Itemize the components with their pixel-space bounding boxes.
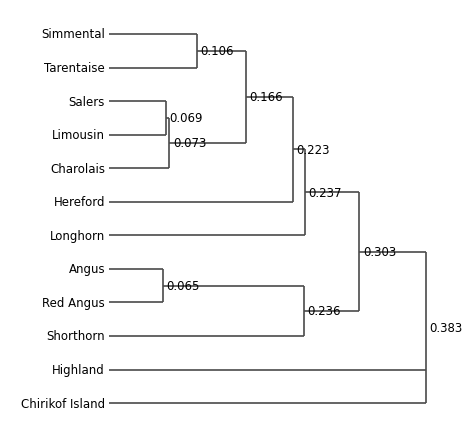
Text: Highland: Highland — [52, 363, 105, 376]
Text: Shorthorn: Shorthorn — [46, 330, 105, 343]
Text: Longhorn: Longhorn — [50, 229, 105, 242]
Text: 0.237: 0.237 — [308, 186, 342, 199]
Text: Limousin: Limousin — [52, 129, 105, 142]
Text: Hereford: Hereford — [54, 196, 105, 209]
Text: 0.065: 0.065 — [166, 279, 200, 293]
Text: Simmental: Simmental — [41, 28, 105, 41]
Text: Red Angus: Red Angus — [42, 296, 105, 309]
Text: 0.223: 0.223 — [297, 144, 330, 156]
Text: Tarentaise: Tarentaise — [44, 62, 105, 75]
Text: 0.073: 0.073 — [173, 137, 206, 150]
Text: 0.069: 0.069 — [170, 112, 203, 125]
Text: Angus: Angus — [68, 263, 105, 276]
Text: 0.383: 0.383 — [429, 321, 462, 334]
Text: Chirikof Island: Chirikof Island — [21, 397, 105, 410]
Text: Charolais: Charolais — [50, 162, 105, 175]
Text: Salers: Salers — [69, 95, 105, 108]
Text: 0.106: 0.106 — [200, 45, 234, 58]
Text: 0.303: 0.303 — [363, 245, 396, 258]
Text: 0.236: 0.236 — [308, 304, 341, 318]
Text: 0.166: 0.166 — [250, 91, 283, 104]
